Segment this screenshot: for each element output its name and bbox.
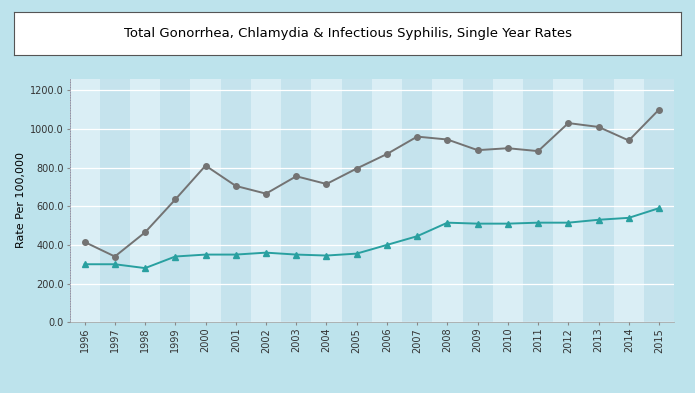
Bar bbox=[311, 79, 342, 322]
Bar bbox=[493, 79, 523, 322]
Bar bbox=[190, 79, 221, 322]
Bar bbox=[523, 79, 553, 322]
Bar bbox=[583, 79, 614, 322]
Bar bbox=[402, 79, 432, 322]
Bar bbox=[614, 79, 644, 322]
Bar bbox=[281, 79, 311, 322]
Bar bbox=[644, 79, 674, 322]
Text: Total Gonorrhea, Chlamydia & Infectious Syphilis, Single Year Rates: Total Gonorrhea, Chlamydia & Infectious … bbox=[124, 27, 571, 40]
Bar bbox=[342, 79, 372, 322]
Y-axis label: Rate Per 100,000: Rate Per 100,000 bbox=[16, 152, 26, 248]
Bar bbox=[553, 79, 584, 322]
Bar bbox=[100, 79, 130, 322]
Bar bbox=[463, 79, 493, 322]
Bar bbox=[221, 79, 251, 322]
Bar bbox=[70, 79, 100, 322]
Bar bbox=[432, 79, 463, 322]
Bar bbox=[130, 79, 161, 322]
Bar bbox=[372, 79, 402, 322]
Bar bbox=[251, 79, 281, 322]
Bar bbox=[161, 79, 190, 322]
